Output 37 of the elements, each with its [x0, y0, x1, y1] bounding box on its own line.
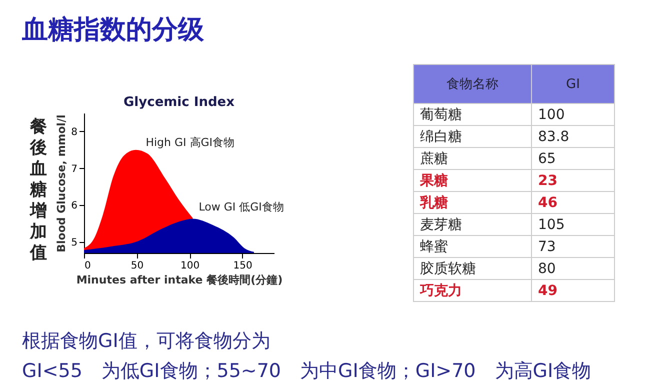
series-label: Low GI 低GI食物 — [198, 200, 284, 214]
category-label: 胶质软糖 — [414, 258, 532, 280]
data-label: 105 — [532, 214, 614, 236]
text: GI<55 为低GI食物；55~70 为中GI食物；GI>70 为高GI食物 — [22, 359, 592, 384]
category-label: 葡萄糖 — [414, 104, 532, 126]
x-tick-label: 150 — [233, 260, 252, 271]
text: GI — [532, 64, 614, 104]
data-label: 46 — [532, 192, 614, 214]
category-label: 蔗糖 — [414, 148, 532, 170]
text: 餐後血糖增加值 — [30, 116, 48, 264]
chart-subtitle: Glycemic Index — [124, 94, 236, 110]
data-label: 83.8 — [532, 126, 614, 148]
data-label: 65 — [532, 148, 614, 170]
category-label: 绵白糖 — [414, 126, 532, 148]
category-label: 蜂蜜 — [414, 236, 532, 258]
text: 食物名称 — [414, 64, 532, 104]
y-axis-title: Blood Glucose, mmol/l — [55, 114, 68, 252]
x-axis-title: Minutes after intake 餐後時間(分鐘) — [76, 273, 283, 286]
category-label: 麦芽糖 — [414, 214, 532, 236]
x-tick-label: 100 — [180, 260, 200, 271]
y-tick-label: 8 — [71, 126, 78, 138]
data-label: 49 — [532, 280, 614, 302]
category-label: 果糖 — [414, 170, 532, 192]
text: 根据食物GI值，可将食物分为 — [22, 329, 272, 354]
data-label: 73 — [532, 236, 614, 258]
category-label: 巧克力 — [414, 280, 532, 302]
data-label: 80 — [532, 258, 614, 280]
series-label: High GI 高GI食物 — [146, 135, 235, 148]
chart-title: 血糖指数的分级 — [22, 14, 204, 47]
x-tick-label: 0 — [84, 260, 91, 271]
y-tick-label: 6 — [71, 200, 78, 212]
y-tick-label: 7 — [71, 163, 78, 174]
data-label: 23 — [532, 170, 614, 192]
category-label: 乳糖 — [414, 192, 532, 214]
y-tick-label: 5 — [71, 236, 78, 248]
data-label: 100 — [532, 104, 614, 126]
x-tick-label: 50 — [130, 260, 144, 271]
